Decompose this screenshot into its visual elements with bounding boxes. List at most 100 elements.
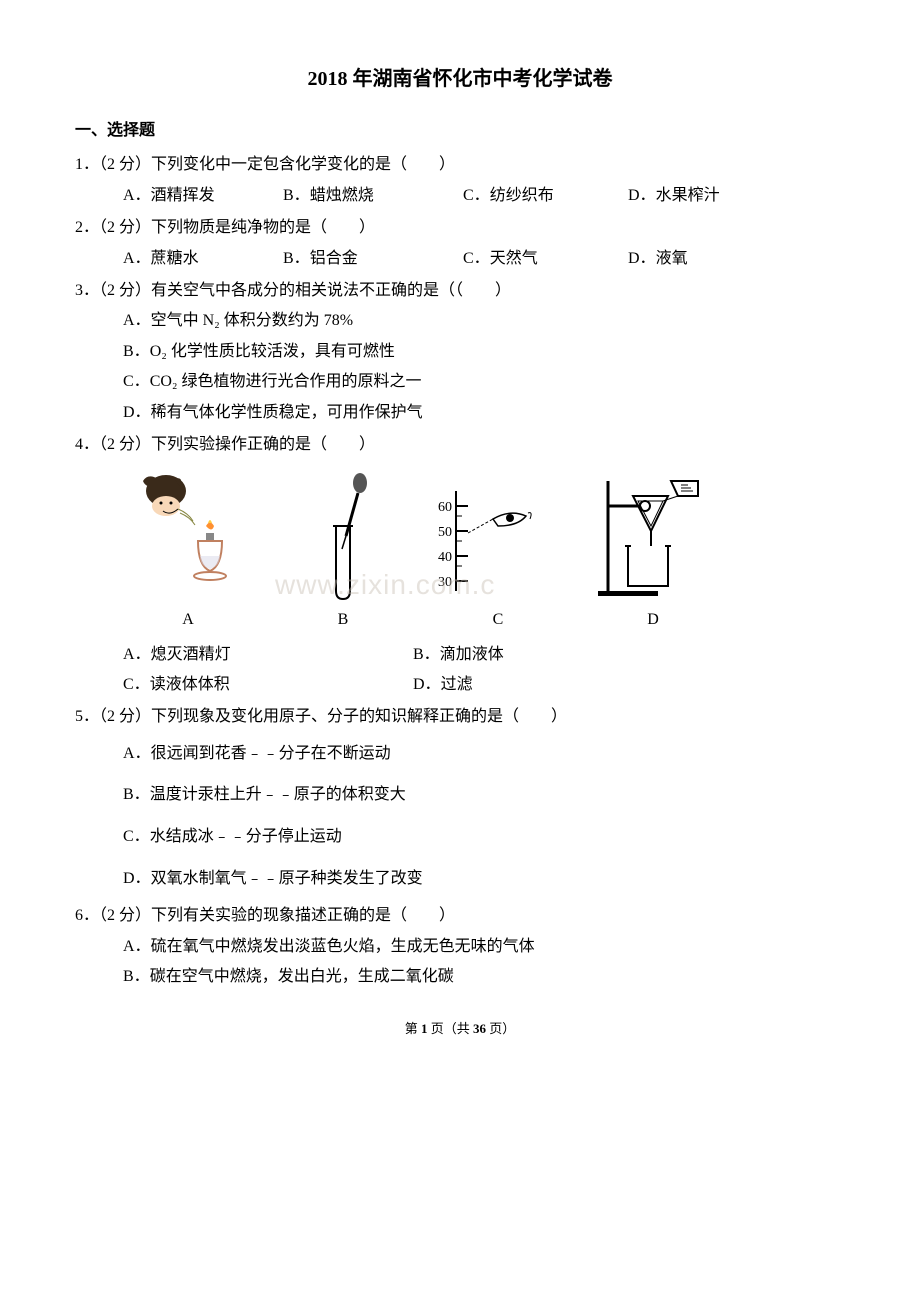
alcohol-lamp-icon bbox=[123, 468, 253, 603]
mark-60: 60 bbox=[438, 500, 452, 515]
q-text: 下列有关实验的现象描述正确的是（ ） bbox=[151, 907, 455, 924]
image-label: D bbox=[588, 605, 718, 635]
option-text: 蜡烛燃烧 bbox=[310, 187, 374, 204]
option-text: 熄灭酒精灯 bbox=[151, 646, 231, 663]
option-d: D．过滤 bbox=[413, 670, 845, 700]
q-number: 1． bbox=[75, 156, 99, 173]
q-text: 下列实验操作正确的是（ ） bbox=[151, 436, 375, 453]
option-text: 水果榨汁 bbox=[656, 187, 720, 204]
q-number: 2． bbox=[75, 219, 99, 236]
q-points: （2 分） bbox=[99, 156, 151, 173]
cylinder-icon: 60 50 40 30 bbox=[433, 468, 563, 603]
footer-prefix: 第 bbox=[405, 1021, 421, 1036]
options-row: A．蔗糖水 B．铝合金 C．天然气 D．液氧 bbox=[75, 244, 845, 274]
question-6: 6．（2 分）下列有关实验的现象描述正确的是（ ） A．硫在氧气中燃烧发出淡蓝色… bbox=[75, 901, 845, 992]
option-text: 液氧 bbox=[656, 250, 688, 267]
option-c: C．读液体体积 bbox=[123, 670, 413, 700]
page-container: 2018 年湖南省怀化市中考化学试卷 一、选择题 1．（2 分）下列变化中一定包… bbox=[75, 60, 845, 1042]
mark-50: 50 bbox=[438, 525, 452, 540]
option-d: D．水果榨汁 bbox=[628, 181, 768, 211]
image-cell-c: 60 50 40 30 bbox=[433, 468, 563, 635]
q-text: 下列变化中一定包含化学变化的是（ ） bbox=[151, 156, 455, 173]
mark-40: 40 bbox=[438, 550, 452, 565]
q-number: 4． bbox=[75, 436, 99, 453]
option-text: 温度计汞柱上升﹣﹣原子的体积变大 bbox=[150, 786, 406, 803]
options-row: A．酒精挥发 B．蜡烛燃烧 C．纺纱织布 D．水果榨汁 bbox=[75, 181, 845, 211]
question-1: 1．（2 分）下列变化中一定包含化学变化的是（ ） A．酒精挥发 B．蜡烛燃烧 … bbox=[75, 150, 845, 211]
option-d: D．双氧水制氧气﹣﹣原子种类发生了改变 bbox=[123, 858, 845, 900]
q-number: 6． bbox=[75, 907, 99, 924]
option-b: B．碳在空气中燃烧，发出白光，生成二氧化碳 bbox=[123, 962, 845, 992]
question-stem: 3．（2 分）有关空气中各成分的相关说法不正确的是（（ ） bbox=[75, 276, 845, 306]
question-stem: 5．（2 分）下列现象及变化用原子、分子的知识解释正确的是（ ） bbox=[75, 702, 845, 732]
option-text: CO₂ 绿色植物进行光合作用的原料之一 bbox=[150, 373, 422, 390]
option-text: 硫在氧气中燃烧发出淡蓝色火焰，生成无色无味的气体 bbox=[151, 938, 535, 955]
image-options-row: A B bbox=[75, 468, 845, 635]
option-text: 双氧水制氧气﹣﹣原子种类发生了改变 bbox=[151, 870, 423, 887]
option-a: A．空气中 N₂ 体积分数约为 78% bbox=[123, 306, 845, 336]
q-text: 下列现象及变化用原子、分子的知识解释正确的是（ ） bbox=[151, 708, 567, 725]
mark-30: 30 bbox=[438, 575, 452, 590]
option-text: 读液体体积 bbox=[150, 676, 230, 693]
image-cell-d: D bbox=[588, 468, 718, 635]
option-b: B．铝合金 bbox=[283, 244, 463, 274]
footer-suffix: 页） bbox=[486, 1021, 515, 1036]
image-cell-a: A bbox=[123, 468, 253, 635]
footer-text: 第 1 页（共 36 页） bbox=[405, 1021, 516, 1036]
option-text: 稀有气体化学性质稳定，可用作保护气 bbox=[151, 404, 423, 421]
question-4: 4．（2 分）下列实验操作正确的是（ ） www.zixin.com.c bbox=[75, 430, 845, 701]
option-c: C．CO₂ 绿色植物进行光合作用的原料之一 bbox=[123, 367, 845, 397]
option-text: 水结成冰﹣﹣分子停止运动 bbox=[150, 828, 342, 845]
question-5: 5．（2 分）下列现象及变化用原子、分子的知识解释正确的是（ ） A．很远闻到花… bbox=[75, 702, 845, 899]
option-text: O₂ 化学性质比较活泼，具有可燃性 bbox=[150, 343, 395, 360]
filter-icon bbox=[588, 468, 718, 603]
option-c: C．纺纱织布 bbox=[463, 181, 628, 211]
option-a: A．硫在氧气中燃烧发出淡蓝色火焰，生成无色无味的气体 bbox=[123, 932, 845, 962]
question-stem: 4．（2 分）下列实验操作正确的是（ ） bbox=[75, 430, 845, 460]
option-a: A．酒精挥发 bbox=[123, 181, 283, 211]
option-text: 滴加液体 bbox=[440, 646, 504, 663]
q-number: 5． bbox=[75, 708, 99, 725]
section-header: 一、选择题 bbox=[75, 116, 845, 146]
question-3: 3．（2 分）有关空气中各成分的相关说法不正确的是（（ ） A．空气中 N₂ 体… bbox=[75, 276, 845, 428]
option-a: A．很远闻到花香﹣﹣分子在不断运动 bbox=[123, 733, 845, 775]
image-cell-b: B bbox=[278, 468, 408, 635]
q-text: 有关空气中各成分的相关说法不正确的是（（ ） bbox=[151, 282, 511, 299]
question-2: 2．（2 分）下列物质是纯净物的是（ ） A．蔗糖水 B．铝合金 C．天然气 D… bbox=[75, 213, 845, 274]
option-b: B．O₂ 化学性质比较活泼，具有可燃性 bbox=[123, 337, 845, 367]
options-two-col: A．熄灭酒精灯 B．滴加液体 C．读液体体积 D．过滤 bbox=[75, 640, 845, 701]
option-text: 过滤 bbox=[441, 676, 473, 693]
footer-mid: 页（共 bbox=[427, 1021, 473, 1036]
footer-total: 36 bbox=[473, 1021, 486, 1036]
options-block: A．硫在氧气中燃烧发出淡蓝色火焰，生成无色无味的气体 B．碳在空气中燃烧，发出白… bbox=[75, 932, 845, 993]
option-text: 酒精挥发 bbox=[151, 187, 215, 204]
option-text: 空气中 N₂ 体积分数约为 78% bbox=[151, 312, 353, 329]
options-block: A．空气中 N₂ 体积分数约为 78% B．O₂ 化学性质比较活泼，具有可燃性 … bbox=[75, 306, 845, 428]
option-b: B．温度计汞柱上升﹣﹣原子的体积变大 bbox=[123, 774, 845, 816]
question-stem: 2．（2 分）下列物质是纯净物的是（ ） bbox=[75, 213, 845, 243]
option-text: 蔗糖水 bbox=[151, 250, 199, 267]
image-label: B bbox=[278, 605, 408, 635]
page-footer: 第 1 页（共 36 页） bbox=[75, 1017, 845, 1042]
option-text: 碳在空气中燃烧，发出白光，生成二氧化碳 bbox=[150, 968, 454, 985]
q-points: （2 分） bbox=[99, 708, 151, 725]
exam-title: 2018 年湖南省怀化市中考化学试卷 bbox=[75, 60, 845, 98]
option-text: 天然气 bbox=[490, 250, 538, 267]
q-text: 下列物质是纯净物的是（ ） bbox=[151, 219, 375, 236]
option-d: D．液氧 bbox=[628, 244, 768, 274]
dropper-icon bbox=[278, 468, 408, 603]
q-points: （2 分） bbox=[99, 907, 151, 924]
question-stem: 1．（2 分）下列变化中一定包含化学变化的是（ ） bbox=[75, 150, 845, 180]
option-text: 铝合金 bbox=[310, 250, 358, 267]
image-label: A bbox=[123, 605, 253, 635]
option-a: A．蔗糖水 bbox=[123, 244, 283, 274]
q-points: （2 分） bbox=[99, 282, 151, 299]
option-c: C．水结成冰﹣﹣分子停止运动 bbox=[123, 816, 845, 858]
option-b: B．蜡烛燃烧 bbox=[283, 181, 463, 211]
image-label: C bbox=[433, 605, 563, 635]
question-stem: 6．（2 分）下列有关实验的现象描述正确的是（ ） bbox=[75, 901, 845, 931]
option-d: D．稀有气体化学性质稳定，可用作保护气 bbox=[123, 398, 845, 428]
option-b: B．滴加液体 bbox=[413, 640, 845, 670]
q-number: 3． bbox=[75, 282, 99, 299]
option-text: 纺纱织布 bbox=[490, 187, 554, 204]
